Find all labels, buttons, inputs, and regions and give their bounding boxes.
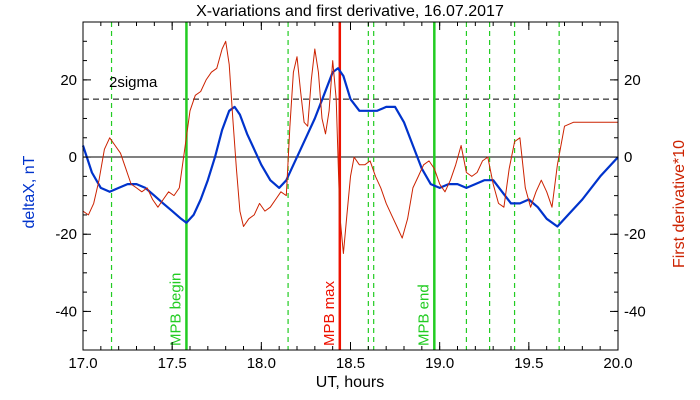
vertical-marker-label-6: MPB end bbox=[415, 284, 432, 346]
sigma-label: 2sigma bbox=[109, 74, 158, 91]
x-tick-label-6: 20.0 bbox=[603, 355, 632, 372]
x-tick-label-4: 19.0 bbox=[425, 355, 454, 372]
x-axis-label: UT, hours bbox=[316, 374, 384, 391]
plot-frame bbox=[82, 21, 619, 351]
x-tick-label-0: 17.0 bbox=[68, 355, 97, 372]
x-tick-label-5: 19.5 bbox=[514, 355, 543, 372]
y-tick-label-right-1: 0 bbox=[624, 149, 632, 166]
data-series bbox=[81, 40, 619, 254]
chart-title: X-variations and first derivative, 16.07… bbox=[196, 3, 504, 20]
y-tick-label-right-0: 20 bbox=[624, 72, 641, 89]
x-tick-label-1: 17.5 bbox=[158, 355, 187, 372]
vertical-marker-label-1: MPB begin bbox=[167, 273, 184, 346]
x-tick-label-2: 18.0 bbox=[247, 355, 276, 372]
y-axis-label-left: deltaX, nT bbox=[21, 155, 38, 228]
y-tick-label-left-3: -40 bbox=[55, 303, 77, 320]
y-tick-label-right-3: -40 bbox=[624, 303, 646, 320]
reference-lines bbox=[83, 98, 618, 158]
axis-ticks: 17.0 17.5 18.0 18.5 19.0 19.5 20.0 20 0 -20 -40 20 0… bbox=[55, 21, 646, 372]
series-deltaX bbox=[81, 67, 619, 228]
y-tick-label-right-2: -20 bbox=[624, 226, 646, 243]
series-derivative bbox=[82, 40, 618, 254]
y-tick-label-left-0: 20 bbox=[60, 72, 77, 89]
x-tick-label-3: 18.5 bbox=[336, 355, 365, 372]
y-tick-label-left-1: 0 bbox=[69, 149, 77, 166]
y-axis-label-right: First derivative*10 bbox=[671, 140, 688, 268]
y-tick-label-left-2: -20 bbox=[55, 226, 77, 243]
vertical-marker-label-3: MPB max bbox=[321, 280, 338, 346]
